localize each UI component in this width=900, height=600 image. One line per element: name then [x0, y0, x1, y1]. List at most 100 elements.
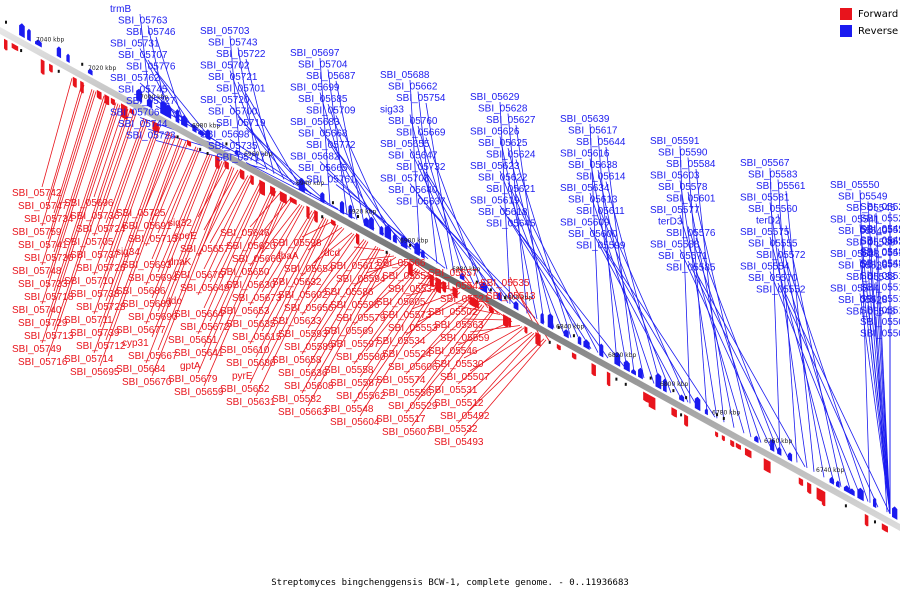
- forward-gene-label: SBI_05649: [180, 283, 230, 294]
- forward-gene-label: SBI_05630: [226, 280, 276, 291]
- scale-tick-label: 6780 kbp: [712, 410, 740, 417]
- scale-tick-label: 6980 kbp: [192, 122, 220, 129]
- reverse-gene: [175, 109, 180, 124]
- reverse-gene-label: SBI_05591: [650, 136, 700, 147]
- forward-gene-label: SBI_05566: [376, 258, 426, 269]
- forward-gene-label: SBI_05574: [376, 375, 426, 386]
- leader-line: [359, 268, 419, 339]
- leader-line: [151, 147, 199, 260]
- forward-gene: [4, 38, 8, 51]
- reverse-gene: [87, 68, 93, 76]
- reverse-gene-label: SBI_05570: [748, 273, 798, 284]
- reverse-gene-label: SBI_05544: [830, 284, 880, 295]
- gene-tick: [199, 147, 202, 151]
- leader-line: [327, 138, 402, 245]
- forward-gene-label: SBI_05689: [122, 299, 172, 310]
- leader-line: [589, 158, 628, 369]
- forward-gene-label: SBI_05604: [330, 417, 380, 428]
- leader-line: [411, 290, 459, 310]
- reverse-gene-label: SBI_05575: [740, 227, 790, 238]
- forward-gene-label: SBI_05521: [440, 294, 490, 305]
- reverse-gene-label: SBI_05501: [860, 329, 900, 340]
- leader-line: [145, 148, 201, 286]
- forward-gene: [763, 458, 771, 474]
- leader-line: [353, 270, 421, 365]
- reverse-gene: [599, 343, 604, 358]
- forward-gene-label: SBI_05602: [278, 290, 328, 301]
- leader-line: [457, 327, 525, 385]
- reverse-gene-label: SBI_05550: [830, 180, 880, 191]
- reverse-gene-label: SBI_05626: [470, 127, 520, 138]
- leader-line: [313, 252, 389, 381]
- forward-gene: [556, 343, 561, 351]
- reverse-gene-label: terD3: [658, 217, 683, 228]
- leader-line: [425, 137, 482, 289]
- reverse-gene-label: SBI_05624: [486, 150, 536, 161]
- reverse-gene-label: SBI_05603: [650, 171, 700, 182]
- forward-gene-label: SBI_05610: [220, 345, 270, 356]
- leader-line: [203, 182, 263, 309]
- forward-gene-label: SBI_05546: [428, 346, 478, 357]
- gene-tick: [844, 504, 847, 508]
- reverse-gene-label: SBI_05588: [650, 240, 700, 251]
- gene-tick: [489, 288, 492, 292]
- forward-gene-label: SBI_05672: [180, 322, 230, 333]
- leader-line: [93, 120, 149, 276]
- leader-line: [319, 57, 331, 205]
- forward-gene-label: SBI_05716: [18, 357, 68, 368]
- leader-line: [359, 255, 395, 261]
- leader-line: [605, 181, 662, 388]
- forward-gene: [503, 314, 509, 328]
- forward-gene-label: SBI_05725: [116, 208, 166, 219]
- leader-line: [353, 263, 409, 326]
- scale-tick-label: 6800 kbp: [660, 381, 688, 388]
- leader-line: [147, 25, 168, 115]
- leader-line: [605, 250, 716, 418]
- reverse-gene-label: SBI_05743: [208, 38, 258, 49]
- forward-gene-label: SBI_05633: [272, 316, 322, 327]
- forward-gene-label: SBI_05557: [428, 268, 478, 279]
- reverse-gene: [704, 408, 708, 416]
- leader-line: [53, 109, 129, 331]
- leader-line: [515, 193, 599, 353]
- leader-line: [405, 305, 485, 414]
- reverse-gene-label: SBI_05745: [118, 85, 168, 96]
- leader-line: [365, 274, 429, 352]
- forward-gene: [488, 306, 494, 314]
- leader-line: [319, 126, 385, 235]
- leader-line: [507, 182, 582, 344]
- scale-tick-label: 6920 kbp: [348, 209, 376, 216]
- forward-gene: [798, 477, 804, 486]
- reverse-gene: [348, 204, 353, 219]
- forward-gene-label: SBI_05641: [174, 348, 224, 359]
- leader-line: [319, 92, 358, 220]
- reverse-gene-label: SBI_05482: [860, 247, 900, 258]
- forward-gene-label: SBI_05728: [76, 302, 126, 313]
- leader-line: [249, 212, 317, 345]
- forward-gene: [40, 59, 45, 75]
- forward-gene-label: SBI_05714: [64, 354, 114, 365]
- leader-line: [99, 118, 147, 250]
- reverse-gene-label: SBI_05578: [658, 182, 708, 193]
- leader-line: [255, 224, 339, 397]
- scale-tick-label: 6860 kbp: [504, 295, 532, 302]
- reverse-gene-label: SBI_05601: [666, 194, 716, 205]
- reverse-gene-label: SBI_05776: [126, 62, 176, 73]
- leader-line: [457, 334, 537, 424]
- forward-gene-label: SBI_05737: [70, 250, 120, 261]
- reverse-gene: [363, 217, 369, 229]
- leader-line: [457, 266, 489, 309]
- leader-line: [47, 90, 95, 240]
- reverse-gene-label: SBI_05731: [110, 39, 160, 50]
- forward-gene-label: SBI_05667: [128, 351, 178, 362]
- reverse-gene-label: SBI_05702: [200, 61, 250, 72]
- forward-gene-label: SBI_05741: [18, 240, 68, 251]
- forward-gene-label: SBI_05593: [278, 329, 328, 340]
- reverse-gene-label: SBI_05561: [756, 181, 806, 192]
- forward-gene-label: SBI_05653: [220, 306, 270, 317]
- leader-line: [47, 110, 131, 357]
- forward-gene-label: SBI_05663: [278, 407, 328, 418]
- reverse-gene-label: SBI_05539: [846, 238, 896, 249]
- forward-gene-label: sig34: [116, 247, 140, 258]
- scale-tick-label: 6820 kbp: [608, 352, 636, 359]
